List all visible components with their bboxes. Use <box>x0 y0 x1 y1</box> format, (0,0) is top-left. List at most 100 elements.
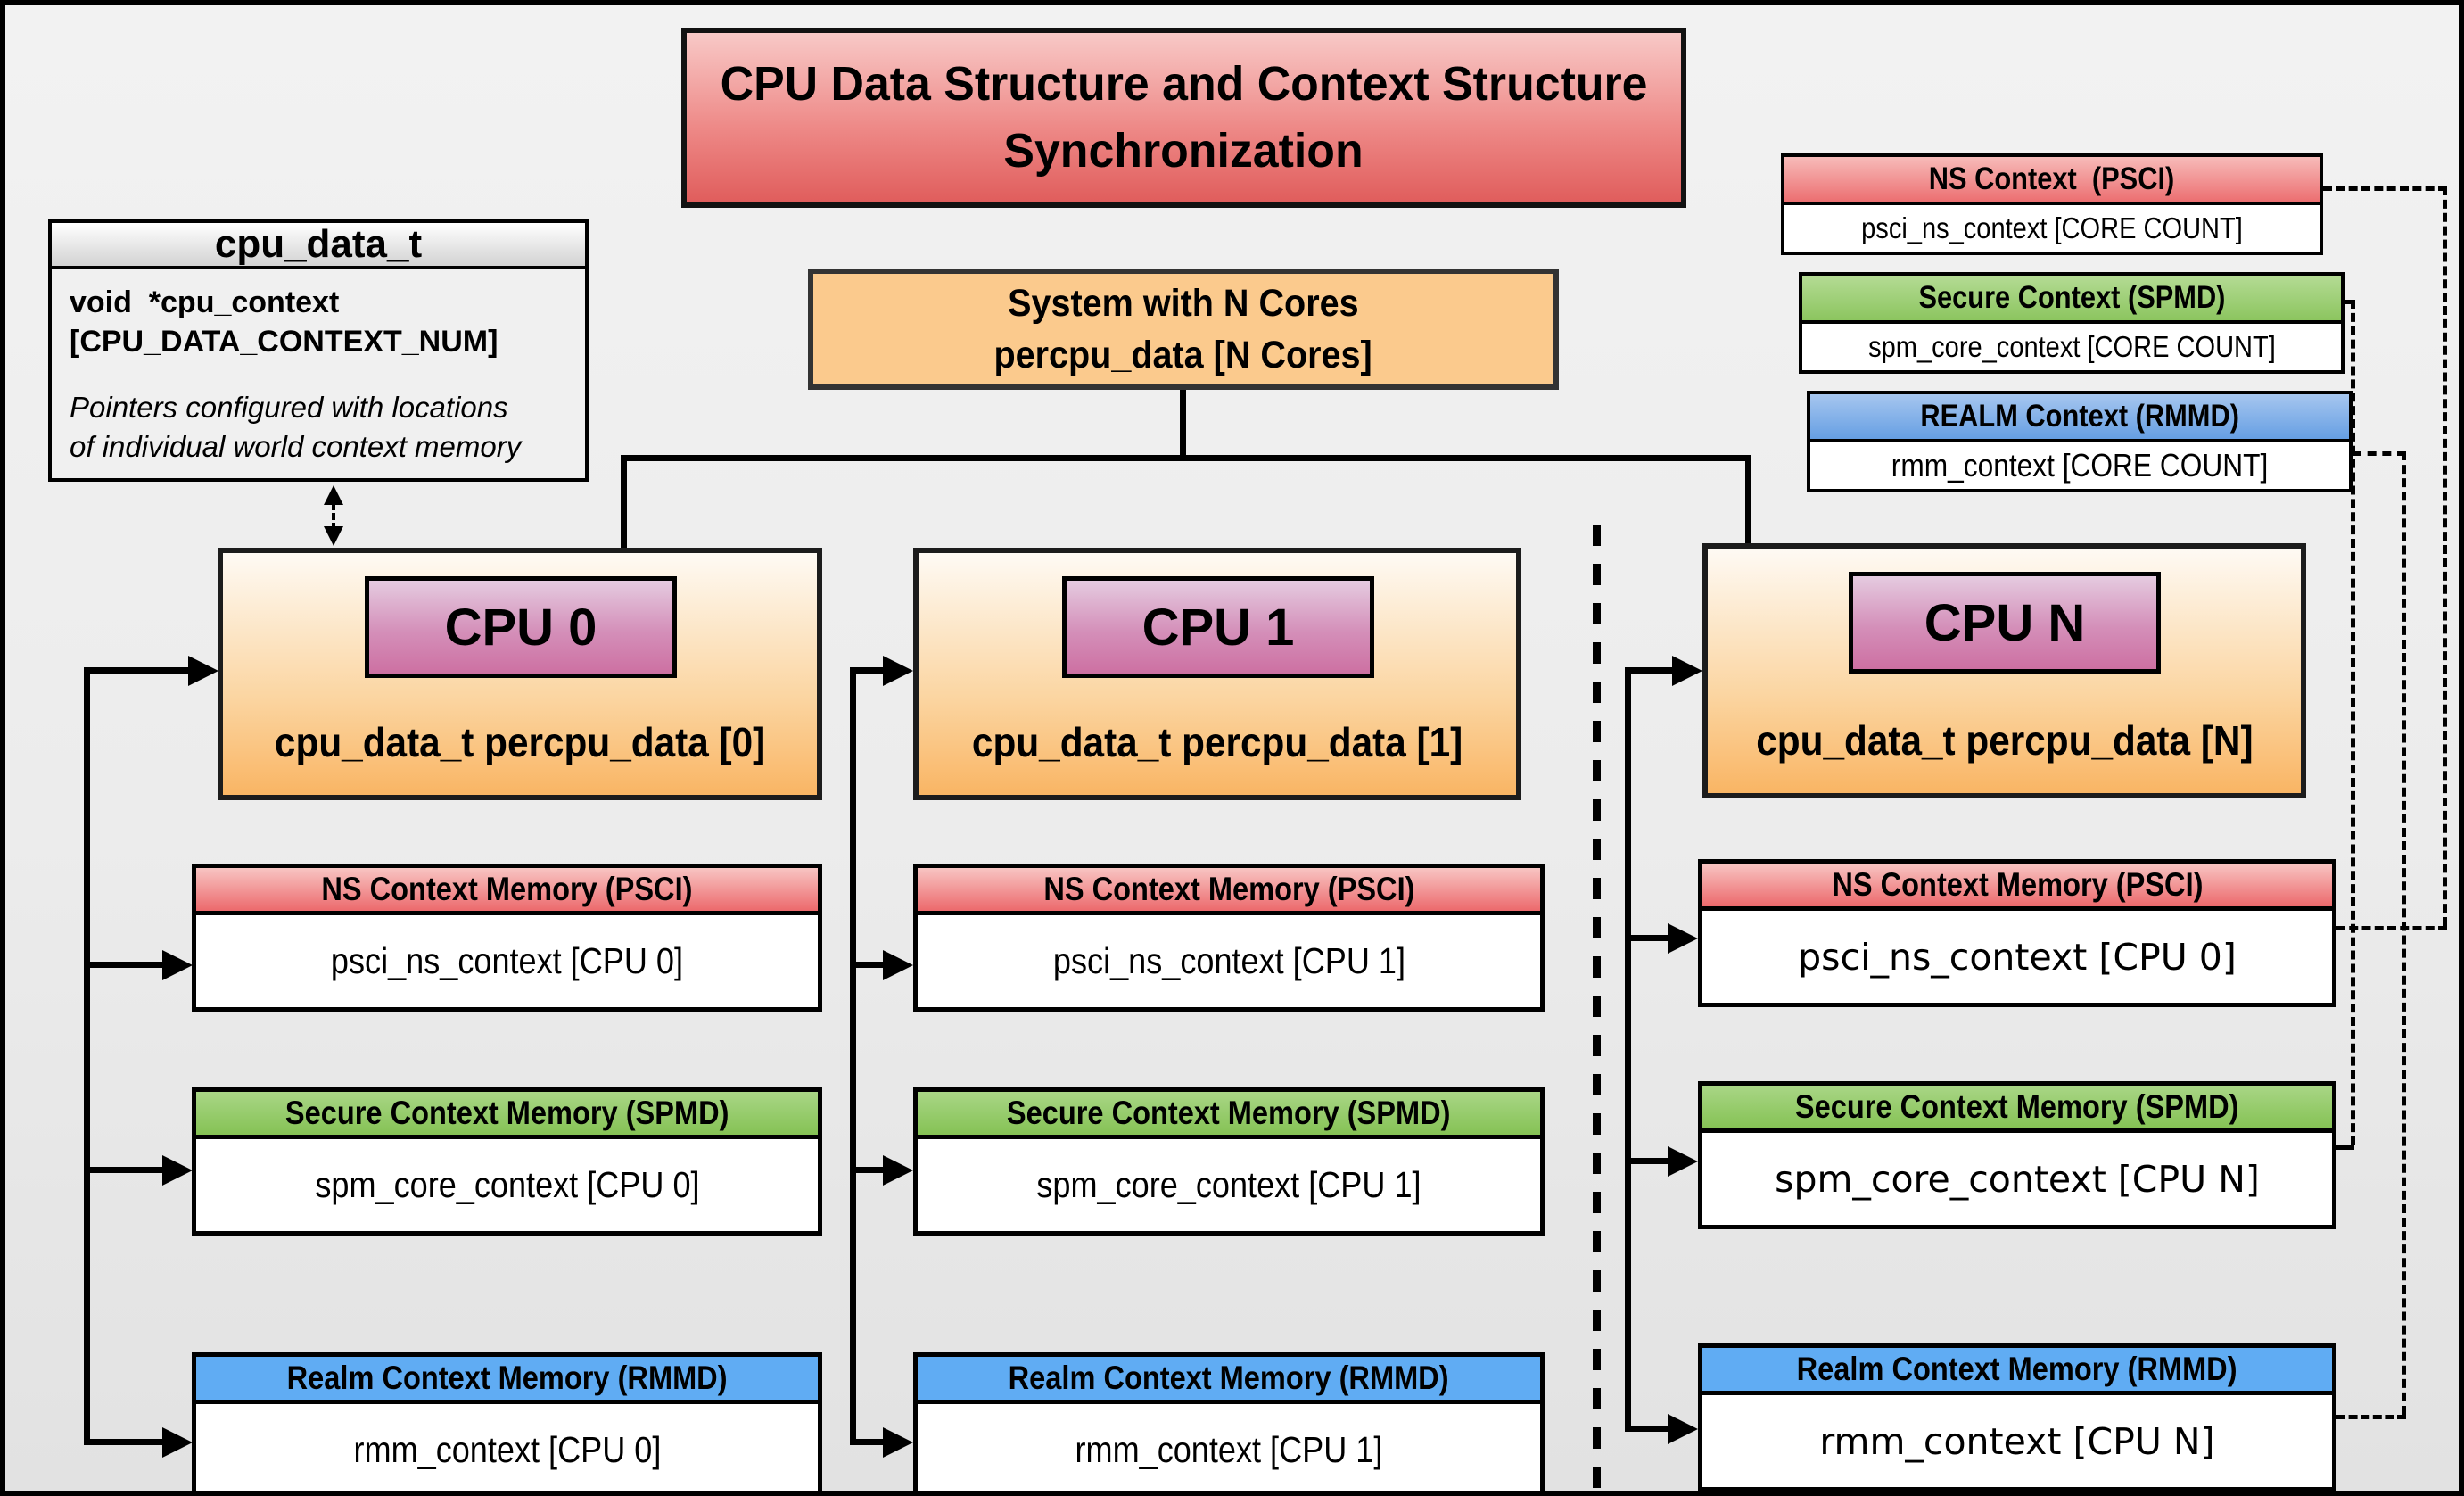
cpu0-secure-context-box: Secure Context Memory (SPMD) spm_core_co… <box>192 1087 822 1236</box>
cpun-secure-header: Secure Context Memory (SPMD) <box>1795 1088 2239 1125</box>
ns-dashed-vertical <box>2443 186 2447 926</box>
cpun-secure-context-box: Secure Context Memory (SPMD) spm_core_co… <box>1698 1081 2336 1229</box>
cpu0-branch-ns <box>84 962 164 968</box>
struct-note-line1: Pointers configured with locations <box>70 391 508 425</box>
cpun-branch-cpu <box>1625 667 1675 674</box>
cpu1-realm-body: rmm_context [CPU 1] <box>1075 1429 1383 1470</box>
cpu0-arrowhead-cpu <box>188 656 218 686</box>
cpu1-branch-ns <box>850 962 886 968</box>
cpu1-ns-body: psci_ns_context [CPU 1] <box>1052 940 1405 981</box>
cpun-ns-context-box: NS Context Memory (PSCI) psci_ns_context… <box>1698 859 2336 1007</box>
realm-dashed-bottom <box>2336 1415 2406 1419</box>
cpu0-arrowhead-ns <box>162 950 193 980</box>
cpu0-realm-header: Realm Context Memory (RMMD) <box>286 1360 728 1396</box>
system-n-cores-box: System with N Cores percpu_data [N Cores… <box>808 269 1559 390</box>
cpu-context-field-line2: [CPU_DATA_CONTEXT_NUM] <box>70 324 499 359</box>
cpu0-ns-body: psci_ns_context [CPU 0] <box>330 940 684 981</box>
cpu1-branch-cpu <box>850 667 886 674</box>
system-drop-line <box>1180 390 1186 458</box>
legend-secure-header: Secure Context (SPMD) <box>1918 280 2225 315</box>
secure-dashed-top <box>2345 300 2355 304</box>
secure-dashed-bottom <box>2336 1145 2354 1150</box>
cpu1-branch-secure <box>850 1167 886 1173</box>
cpun-arrowhead-realm <box>1668 1414 1698 1444</box>
struct-link-dashed-line <box>332 503 335 530</box>
realm-dashed-vertical <box>2402 451 2406 1415</box>
cpu0-arrowhead-secure <box>162 1155 193 1186</box>
legend-realm-body: rmm_context [CORE COUNT] <box>1891 447 2269 484</box>
cpu1-arrowhead-ns <box>883 950 913 980</box>
cpu-data-struct-body: void *cpu_context [CPU_DATA_CONTEXT_NUM]… <box>52 269 585 480</box>
system-box-line1: System with N Cores <box>1008 281 1359 325</box>
diagram-title-line2: Synchronization <box>1003 124 1364 178</box>
cpu1-label-box: CPU 1 <box>1062 576 1374 678</box>
cpu0-secure-header: Secure Context Memory (SPMD) <box>284 1095 729 1131</box>
column-separator-dashed-line <box>1593 525 1601 1491</box>
cpun-branch-secure <box>1625 1158 1669 1164</box>
cpu1-realm-context-box: Realm Context Memory (RMMD) rmm_context … <box>913 1352 1545 1491</box>
cpu1-secure-context-box: Secure Context Memory (SPMD) spm_core_co… <box>913 1087 1545 1236</box>
diagram-title-line1: CPU Data Structure and Context Structure <box>720 57 1648 112</box>
cpu0-ns-header: NS Context Memory (PSCI) <box>321 871 693 907</box>
trunk-horizontal-line <box>621 455 1751 461</box>
cpun-branch-ns <box>1625 935 1669 941</box>
cpu-data-struct-box: cpu_data_t void *cpu_context [CPU_DATA_C… <box>48 219 589 482</box>
cpun-branch-realm <box>1625 1426 1669 1432</box>
cpu0-trunk-line <box>84 667 90 1445</box>
cpu0-label: CPU 0 <box>444 598 597 657</box>
cpu1-ns-context-box: NS Context Memory (PSCI) psci_ns_context… <box>913 864 1545 1012</box>
legend-realm-context-box: REALM Context (RMMD) rmm_context [CORE C… <box>1807 391 2353 492</box>
cpu1-data-label: cpu_data_t percpu_data [1] <box>971 719 1463 765</box>
legend-secure-body: spm_core_context [CORE COUNT] <box>1867 330 2276 363</box>
legend-ns-context-box: NS Context (PSCI) psci_ns_context [CORE … <box>1781 153 2323 255</box>
cpu0-branch-secure <box>84 1167 164 1173</box>
cpu1-secure-header: Secure Context Memory (SPMD) <box>1007 1095 1451 1131</box>
cpu0-ns-context-box: NS Context Memory (PSCI) psci_ns_context… <box>192 864 822 1012</box>
diagram-title-box: CPU Data Structure and Context Structure… <box>681 28 1686 208</box>
cpun-trunk-line <box>1625 667 1631 1432</box>
cpu1-arrowhead-cpu <box>883 656 913 686</box>
cpun-label: CPU N <box>1924 593 2086 652</box>
system-box-line2: percpu_data [N Cores] <box>993 334 1373 376</box>
secure-dashed-vertical <box>2351 300 2355 1145</box>
cpu0-data-label: cpu_data_t percpu_data [0] <box>274 719 766 765</box>
cpu1-box: CPU 1 cpu_data_t percpu_data [1] <box>913 548 1521 800</box>
legend-secure-context-box: Secure Context (SPMD) spm_core_context [… <box>1799 272 2345 374</box>
struct-link-arrowhead-down <box>324 526 343 546</box>
cpu1-label: CPU 1 <box>1141 598 1295 657</box>
cpu0-label-box: CPU 0 <box>365 576 677 678</box>
realm-dashed-top <box>2353 451 2406 456</box>
legend-realm-header: REALM Context (RMMD) <box>1920 399 2239 434</box>
cpu1-arrowhead-realm <box>883 1427 913 1458</box>
cpu-context-field-line1: void *cpu_context <box>70 285 340 319</box>
cpu1-trunk-line <box>850 667 856 1445</box>
struct-note-line2: of individual world context memory <box>70 429 522 463</box>
cpun-arrowhead-cpu <box>1672 656 1702 686</box>
struct-link-arrowhead-up <box>324 485 343 505</box>
cpu0-arrowhead-realm <box>162 1427 193 1458</box>
cpu1-ns-header: NS Context Memory (PSCI) <box>1042 871 1415 907</box>
cpun-data-label: cpu_data_t percpu_data [N] <box>1755 717 2254 764</box>
cpu1-arrowhead-secure <box>883 1155 913 1186</box>
cpun-box: CPU N cpu_data_t percpu_data [N] <box>1702 543 2306 798</box>
cpun-ns-header: NS Context Memory (PSCI) <box>1831 866 2204 903</box>
trunk-drop-cpun <box>1745 455 1751 545</box>
cpu0-realm-body: rmm_context [CPU 0] <box>353 1429 661 1470</box>
legend-ns-body: psci_ns_context [CORE COUNT] <box>1861 211 2243 244</box>
cpu0-branch-realm <box>84 1439 164 1445</box>
cpu1-secure-body: spm_core_context [CPU 1] <box>1036 1164 1422 1205</box>
cpun-arrowhead-ns <box>1668 923 1698 954</box>
cpu-data-struct-header: cpu_data_t <box>52 222 585 269</box>
cpu0-secure-body: spm_core_context [CPU 0] <box>314 1164 700 1205</box>
cpun-arrowhead-secure <box>1668 1146 1698 1177</box>
cpun-realm-header: Realm Context Memory (RMMD) <box>1797 1351 2237 1387</box>
ns-dashed-top <box>2323 186 2447 191</box>
cpu0-realm-context-box: Realm Context Memory (RMMD) rmm_context … <box>192 1352 822 1491</box>
ns-dashed-bottom <box>2336 926 2447 930</box>
cpun-realm-body: rmm_context [CPU N] <box>1819 1419 2215 1463</box>
cpun-secure-body: spm_core_context [CPU N] <box>1775 1157 2260 1201</box>
cpu0-branch-cpu <box>84 667 189 674</box>
legend-ns-header: NS Context (PSCI) <box>1929 161 2175 196</box>
cpun-ns-body: psci_ns_context [CPU 0] <box>1798 935 2237 979</box>
